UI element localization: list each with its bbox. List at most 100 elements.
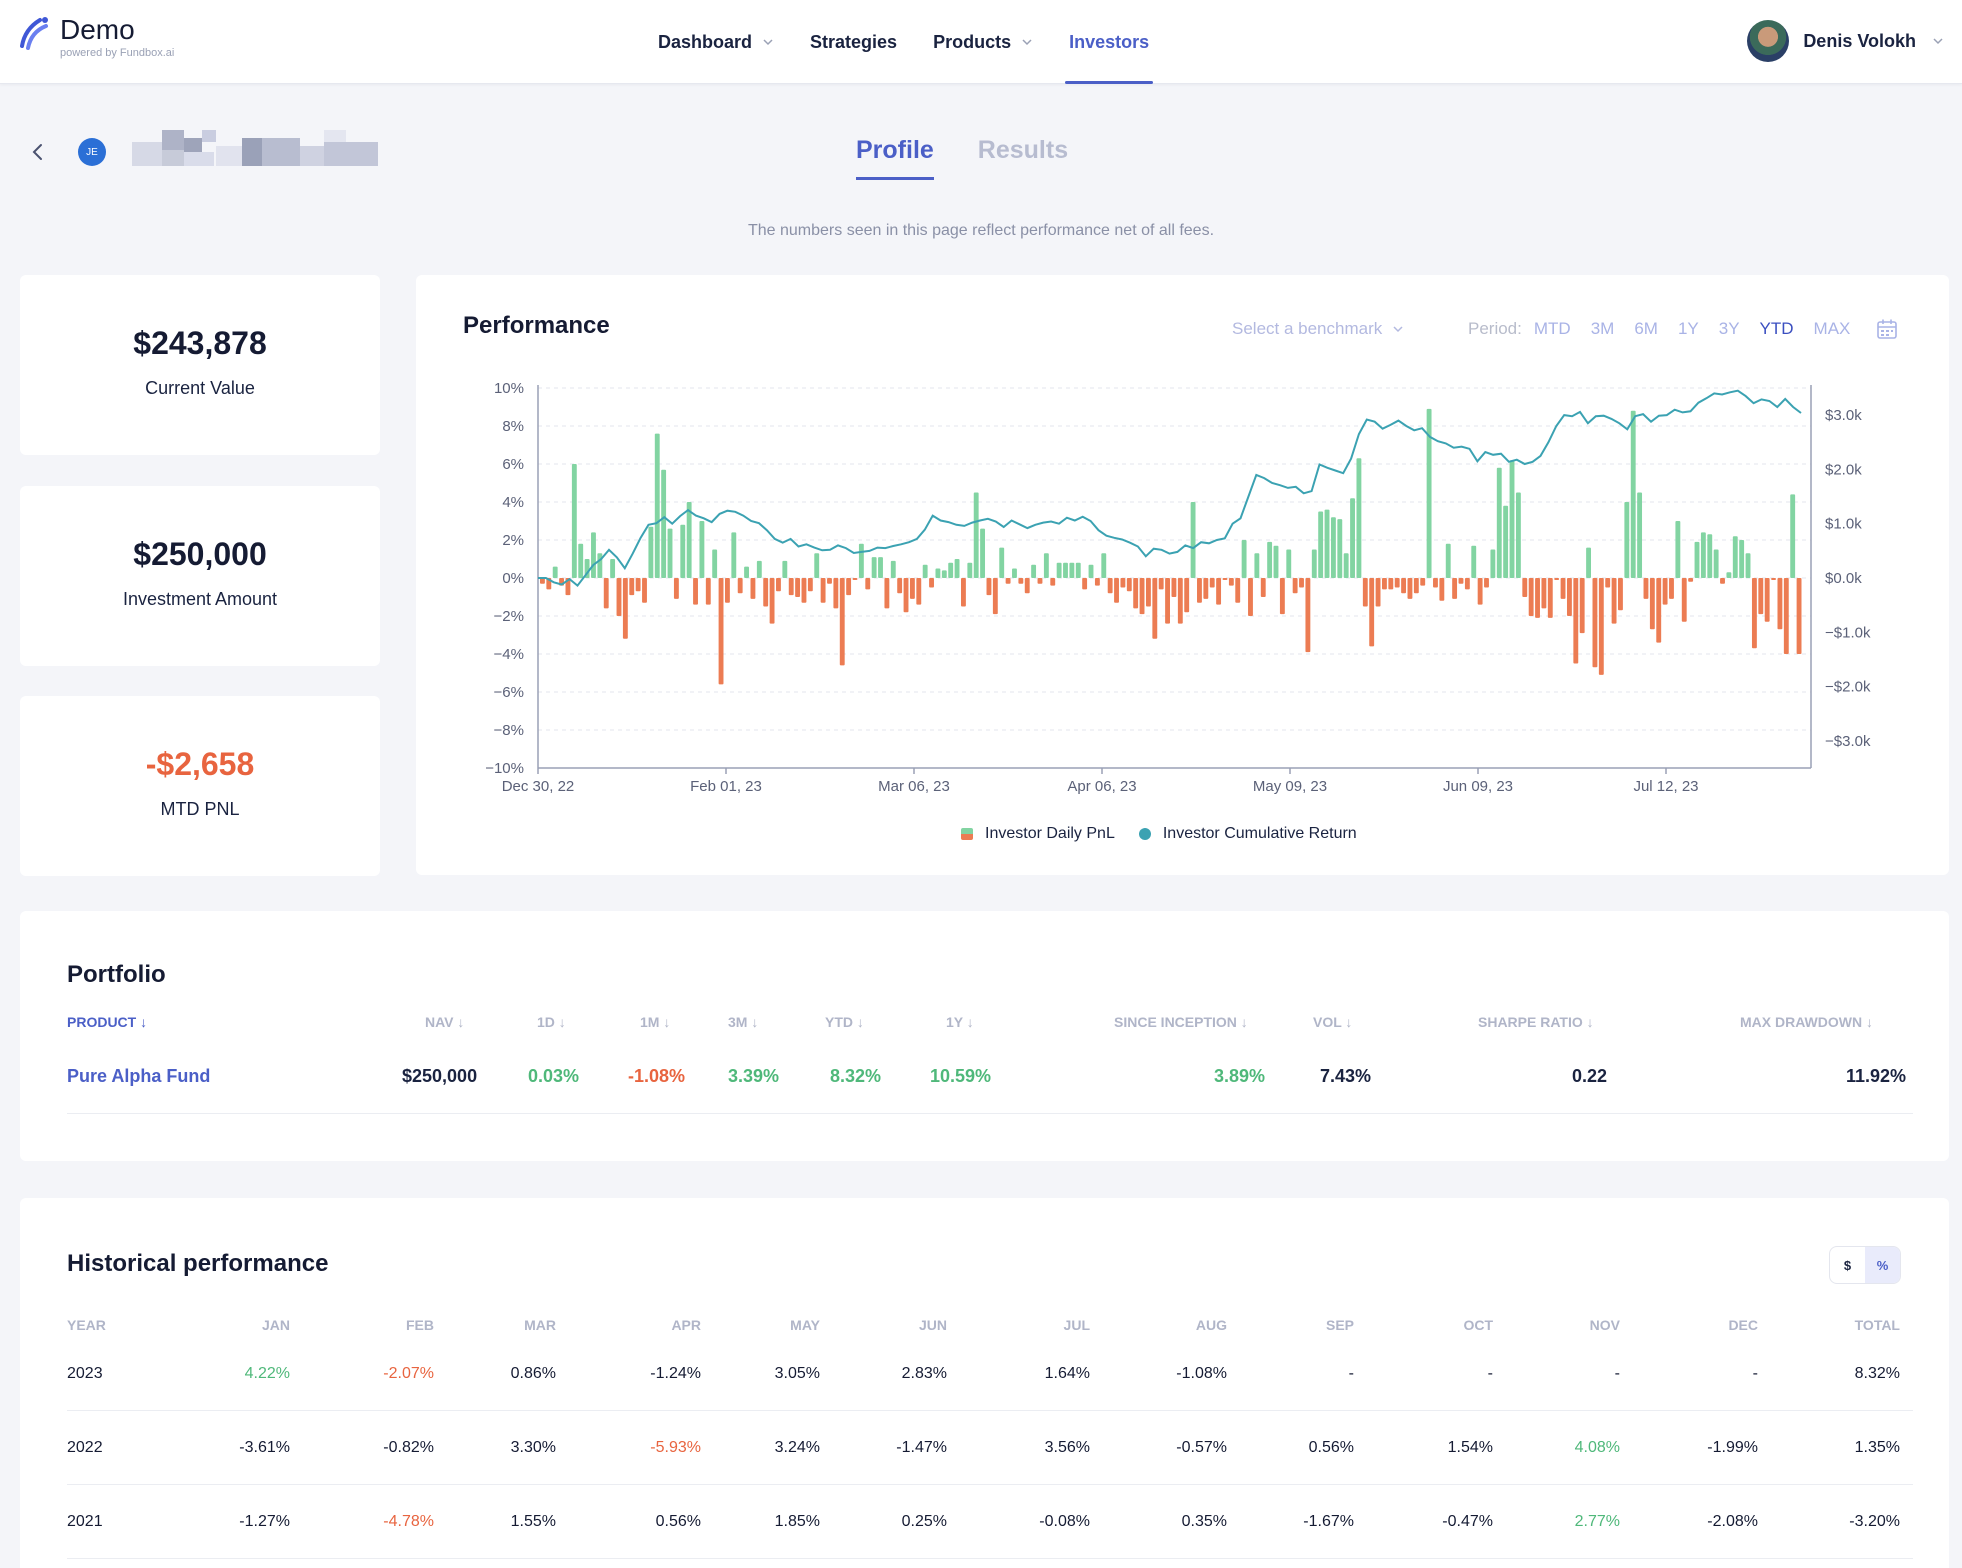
- cell-since-inception: 3.89%: [1214, 1066, 1266, 1086]
- pnl-bar-negative: [1260, 578, 1266, 597]
- col-ytd[interactable]: YTD ↓: [825, 1014, 864, 1030]
- pnl-bar-negative: [1669, 578, 1674, 599]
- x-tick-label: Jul 12, 23: [1633, 778, 1698, 795]
- hist-cell-nov: 2.77%: [1574, 1513, 1620, 1530]
- pnl-bar-negative: [1184, 578, 1190, 613]
- col-product[interactable]: PRODUCT ↓: [67, 1014, 148, 1030]
- legend-daily-pnl[interactable]: Investor Daily PnL: [961, 825, 1115, 843]
- hist-col-dec: DEC: [1728, 1317, 1758, 1333]
- pnl-bar-positive: [1471, 545, 1477, 578]
- hist-cell-feb: -0.82%: [383, 1439, 434, 1456]
- legend-cumulative-return[interactable]: Investor Cumulative Return: [1138, 825, 1357, 843]
- nav-dashboard[interactable]: Dashboard: [640, 0, 792, 84]
- pnl-bar-negative: [1560, 578, 1566, 599]
- pnl-bar-negative: [1145, 578, 1151, 607]
- tab-profile[interactable]: Profile: [856, 130, 934, 180]
- pnl-bar-positive: [890, 560, 896, 578]
- pnl-bar-positive: [814, 553, 820, 578]
- portfolio-title: Portfolio: [67, 961, 166, 988]
- investor-name-redacted: [132, 130, 378, 166]
- pnl-bar-negative: [1228, 578, 1234, 586]
- product-link[interactable]: Pure Alpha Fund: [67, 1066, 211, 1086]
- hist-cell-oct: 1.54%: [1447, 1439, 1493, 1456]
- col-since-inception[interactable]: SINCE INCEPTION ↓: [1114, 1014, 1248, 1030]
- pnl-bar-positive: [1790, 494, 1796, 578]
- pnl-bar-negative: [1152, 578, 1158, 639]
- pnl-bar-negative: [1394, 578, 1400, 588]
- historical-title: Historical performance: [67, 1250, 329, 1277]
- pnl-bar-negative: [820, 578, 826, 603]
- pnl-bar-negative: [1203, 578, 1209, 599]
- col-nav[interactable]: NAV ↓: [425, 1014, 465, 1030]
- pnl-bar-negative: [540, 578, 545, 584]
- hist-col-jun: JUN: [918, 1317, 947, 1333]
- pnl-bar-positive: [1101, 553, 1107, 578]
- pnl-bar-positive: [597, 553, 603, 578]
- chevron-down-icon: [1933, 38, 1943, 45]
- pnl-bar-negative: [1279, 578, 1285, 615]
- pnl-bar-negative: [718, 578, 724, 685]
- pnl-bar-positive: [1426, 408, 1432, 578]
- y-left-tick-label: 8%: [502, 418, 524, 435]
- pnl-bar-positive: [967, 562, 973, 578]
- brand-logo[interactable]: Demo powered by Fundbox.ai: [18, 16, 174, 59]
- col-3m[interactable]: 3M ↓: [728, 1014, 759, 1030]
- period-mtd[interactable]: MTD: [1533, 319, 1571, 338]
- pnl-bar-negative: [1688, 578, 1694, 582]
- col-sharpe-ratio[interactable]: SHARPE RATIO ↓: [1478, 1014, 1594, 1030]
- chevron-down-icon: [763, 39, 773, 46]
- nav-investors-label: Investors: [1069, 31, 1150, 52]
- pnl-bar-positive: [578, 543, 584, 578]
- back-arrow-icon[interactable]: [28, 140, 48, 164]
- pnl-bar-negative: [1783, 578, 1789, 654]
- mtd-pnl: -$2,658: [145, 746, 255, 782]
- hist-cell-nov: 4.08%: [1574, 1439, 1620, 1456]
- pnl-bar-positive: [667, 528, 673, 578]
- pnl-bar-positive: [1063, 562, 1068, 578]
- profile-tabs: Profile Results: [856, 130, 1112, 180]
- period-3m[interactable]: 3M: [1590, 319, 1615, 338]
- hist-col-may: MAY: [790, 1317, 820, 1333]
- col-vol[interactable]: VOL ↓: [1313, 1014, 1353, 1030]
- pnl-bar-negative: [1522, 578, 1528, 597]
- col-1d[interactable]: 1D ↓: [537, 1014, 566, 1030]
- pnl-bar-positive: [744, 566, 749, 578]
- period-1y[interactable]: 1Y: [1677, 319, 1699, 338]
- toggle-dollar[interactable]: $: [1843, 1257, 1852, 1273]
- tab-results[interactable]: Results: [977, 136, 1069, 164]
- chevron-down-icon: [1393, 326, 1403, 333]
- col-1y[interactable]: 1Y ↓: [946, 1014, 974, 1030]
- nav-strategies[interactable]: Strategies: [792, 0, 915, 84]
- col-1y-label: 1Y: [946, 1014, 963, 1030]
- period-ytd[interactable]: YTD: [1759, 319, 1794, 338]
- hist-col-apr: APR: [671, 1317, 701, 1333]
- pnl-bar-positive: [591, 532, 596, 578]
- pnl-bar-positive: [1088, 564, 1094, 578]
- calendar-icon[interactable]: [1875, 317, 1899, 341]
- period-3y[interactable]: 3Y: [1718, 319, 1740, 338]
- legend-daily-pnl-label: Investor Daily PnL: [985, 825, 1115, 842]
- pnl-bar-negative: [1050, 578, 1056, 586]
- col-max-drawdown[interactable]: MAX DRAWDOWN ↓: [1740, 1014, 1873, 1030]
- y-left-tick-label: −8%: [494, 722, 524, 739]
- toggle-percent[interactable]: %: [1865, 1247, 1900, 1283]
- pnl-bar-negative: [1375, 578, 1381, 607]
- benchmark-select[interactable]: Select a benchmark: [1232, 319, 1404, 339]
- period-max[interactable]: MAX: [1813, 319, 1851, 338]
- hist-cell-jun: 0.25%: [901, 1513, 947, 1530]
- hist-cell-dec: -: [1752, 1365, 1758, 1382]
- nav-products[interactable]: Products: [915, 0, 1051, 84]
- period-6m[interactable]: 6M: [1634, 319, 1658, 338]
- x-tick-label: Apr 06, 23: [1067, 778, 1136, 795]
- pnl-bar-negative: [929, 578, 934, 588]
- hist-cell-dec: -1.99%: [1707, 1439, 1758, 1456]
- nav-investors[interactable]: Investors: [1051, 0, 1167, 84]
- performance-title: Performance: [463, 312, 610, 339]
- hist-cell-feb: -2.07%: [383, 1365, 434, 1382]
- user-menu[interactable]: Denis Volokh: [1747, 20, 1944, 62]
- pnl-bar-negative: [1197, 578, 1202, 603]
- col-1m[interactable]: 1M ↓: [640, 1014, 671, 1030]
- pnl-bar-positive: [999, 547, 1005, 578]
- pnl-bar-negative: [737, 578, 743, 594]
- hist-cell-jan: -1.27%: [239, 1513, 290, 1530]
